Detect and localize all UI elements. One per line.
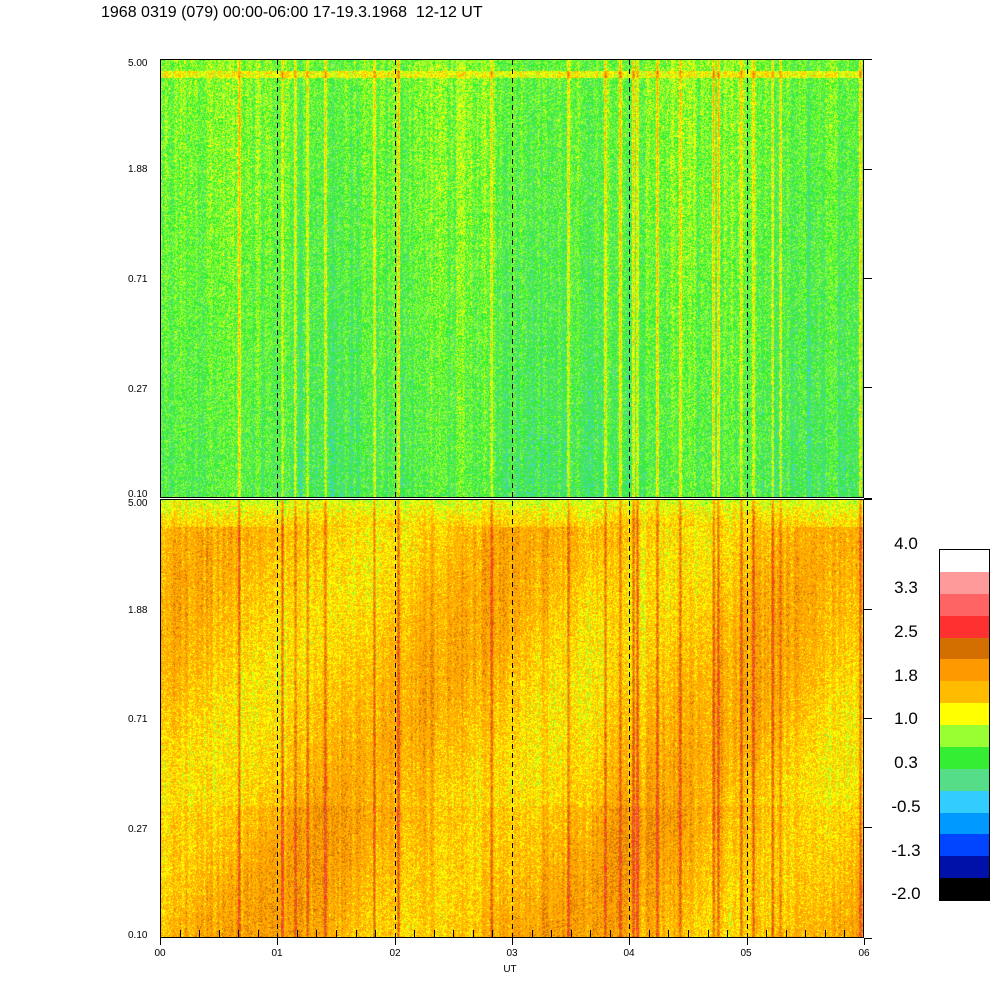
colorbar-segment <box>940 703 989 726</box>
colorbar-segment <box>940 681 989 704</box>
top-spectrogram-panel <box>160 59 864 498</box>
colorbar-label: 2.5 <box>894 622 918 641</box>
xtick-label: 06 <box>858 948 870 959</box>
colorbar-segment <box>940 615 989 638</box>
colorbar-segment <box>940 571 989 595</box>
colorbar-segment <box>940 746 989 770</box>
colorbar-label: -0.5 <box>891 797 921 816</box>
colorbar-segment <box>940 878 989 901</box>
colorbar <box>939 549 990 901</box>
colorbar-label: -2.0 <box>891 884 921 903</box>
colorbar-segment <box>940 637 989 660</box>
bottom-spectrogram-image <box>161 500 863 937</box>
bottom-ytick-label: 0.71 <box>128 714 148 725</box>
colorbar-segment <box>940 593 989 617</box>
xtick-label: 02 <box>389 948 401 959</box>
colorbar-label: 3.3 <box>894 578 918 597</box>
colorbar-segment <box>940 856 989 879</box>
colorbar-segment <box>940 790 989 813</box>
top-ytick-label: 0.27 <box>128 384 148 395</box>
colorbar-segment <box>940 834 989 857</box>
colorbar-segment <box>940 812 989 835</box>
xtick-label: 04 <box>623 948 635 959</box>
colorbar-segment <box>940 550 989 573</box>
bottom-ytick-label: 0.27 <box>128 824 148 835</box>
xtick-label: 03 <box>506 948 518 959</box>
colorbar-segment <box>940 725 989 748</box>
bottom-ytick-label: 1.88 <box>128 605 148 616</box>
xtick-label: 05 <box>740 948 752 959</box>
chart-title: 1968 0319 (079) 00:00-06:00 17-19.3.1968… <box>101 4 483 21</box>
top-ytick-label: 5.00 <box>128 58 148 69</box>
colorbar-segment <box>940 659 989 682</box>
colorbar-label: 1.0 <box>894 709 918 728</box>
colorbar-label: 0.3 <box>894 753 918 772</box>
colorbar-label: 1.8 <box>894 666 918 685</box>
bottom-ytick-label: 5.00 <box>128 498 148 509</box>
colorbar-label: -1.3 <box>891 841 921 860</box>
colorbar-label: 4.0 <box>894 534 918 553</box>
colorbar-segment <box>940 768 989 792</box>
x-axis-label: UT <box>503 964 517 975</box>
bottom-ytick-label: 0.10 <box>128 930 148 941</box>
top-ytick-label: 0.10 <box>128 489 148 500</box>
top-spectrogram-image <box>161 60 863 497</box>
bottom-spectrogram-panel <box>160 499 864 938</box>
top-ytick-label: 1.88 <box>128 164 148 175</box>
xtick-label: 00 <box>154 948 166 959</box>
top-ytick-label: 0.71 <box>128 274 148 285</box>
xtick-label: 01 <box>271 948 283 959</box>
